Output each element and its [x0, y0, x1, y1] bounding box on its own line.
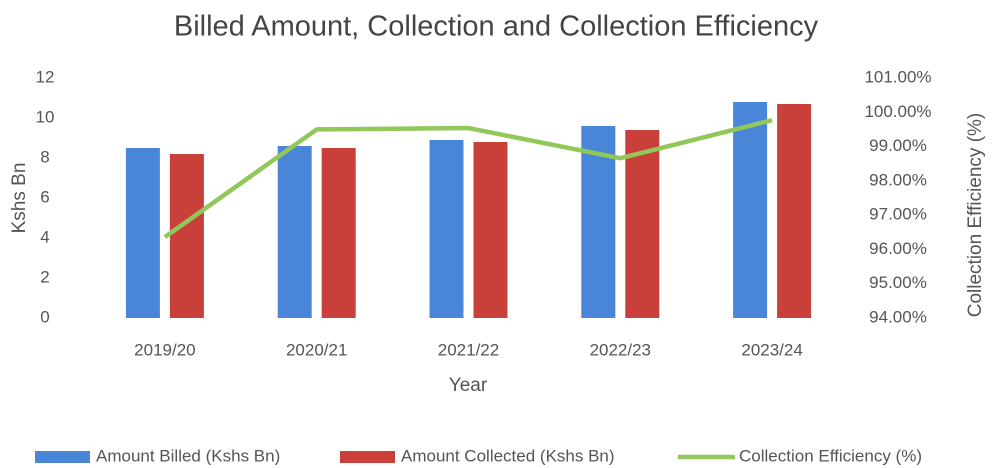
bar: [777, 104, 812, 318]
y2-tick-label: 99.00%: [869, 136, 927, 155]
legend-swatch: [340, 451, 395, 463]
chart-title: Billed Amount, Collection and Collection…: [174, 11, 819, 43]
bar: [277, 146, 312, 318]
legend-label: Amount Billed (Kshs Bn): [96, 446, 280, 465]
y2-tick-label: 97.00%: [869, 205, 927, 224]
bar: [473, 142, 508, 318]
y2-tick-label: 100.00%: [864, 102, 931, 121]
x-tick-label: 2023/24: [741, 340, 802, 359]
bar: [321, 148, 356, 318]
x-tick-label: 2020/21: [286, 340, 347, 359]
y-axis-title: Kshs Bn: [9, 163, 30, 234]
legend-label: Amount Collected (Kshs Bn): [401, 446, 615, 465]
legend-label: Collection Efficiency (%): [739, 446, 922, 465]
y-tick-label: 4: [40, 227, 49, 246]
bar: [429, 140, 464, 318]
y2-tick-label: 95.00%: [869, 273, 927, 292]
y-tick-label: 12: [36, 67, 55, 86]
y2-axis-title: Collection Efficiency (%): [965, 113, 986, 318]
bar: [733, 102, 768, 318]
y2-tick-label: 96.00%: [869, 239, 927, 258]
x-tick-label: 2022/23: [590, 340, 651, 359]
y-tick-label: 10: [36, 107, 55, 126]
x-axis-title: Year: [449, 375, 488, 396]
x-tick-label: 2019/20: [134, 340, 195, 359]
y2-tick-label: 94.00%: [869, 307, 927, 326]
y-tick-label: 2: [40, 267, 49, 286]
y2-tick-label: 98.00%: [869, 170, 927, 189]
y-tick-label: 0: [40, 307, 49, 326]
x-tick-label: 2021/22: [438, 340, 499, 359]
bar: [169, 154, 204, 318]
legend-swatch: [35, 451, 90, 463]
y2-tick-label: 101.00%: [864, 67, 931, 86]
y-tick-label: 8: [40, 147, 49, 166]
y-tick-label: 6: [40, 187, 49, 206]
bar: [125, 148, 160, 318]
line: [163, 117, 773, 239]
bar: [625, 130, 660, 318]
